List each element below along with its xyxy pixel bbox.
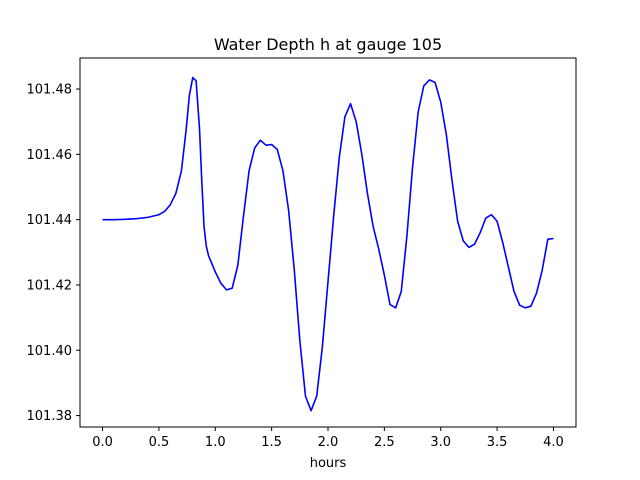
x-tick-label: 0.5 xyxy=(149,435,170,450)
x-tick-label: 1.5 xyxy=(261,435,282,450)
x-tick-label: 0.0 xyxy=(92,435,113,450)
x-tick-label: 4.0 xyxy=(543,435,564,450)
x-tick-label: 2.0 xyxy=(318,435,339,450)
axes-frame xyxy=(79,57,577,428)
chart-title: Water Depth h at gauge 105 xyxy=(214,35,442,54)
x-tick-label: 3.5 xyxy=(487,435,508,450)
y-tick-label: 101.46 xyxy=(27,148,73,163)
x-tick-label: 2.5 xyxy=(374,435,395,450)
plot-area xyxy=(102,76,554,412)
x-tick-label: 3.0 xyxy=(430,435,451,450)
y-tick-label: 101.42 xyxy=(27,278,73,293)
axis-ticks: 0.0 0.5 1.0 1.5 2.0 2.5 3.0 3.5 4.0 101.38 101.40 1… xyxy=(27,83,564,450)
x-tick-label: 1.0 xyxy=(205,435,226,450)
series-line-0 xyxy=(102,76,554,412)
y-tick-label: 101.48 xyxy=(27,83,73,98)
y-tick-label: 101.44 xyxy=(27,213,73,228)
x-axis-title: hours xyxy=(310,456,347,471)
y-tick-label: 101.38 xyxy=(27,409,73,424)
y-tick-label: 101.40 xyxy=(27,344,73,359)
